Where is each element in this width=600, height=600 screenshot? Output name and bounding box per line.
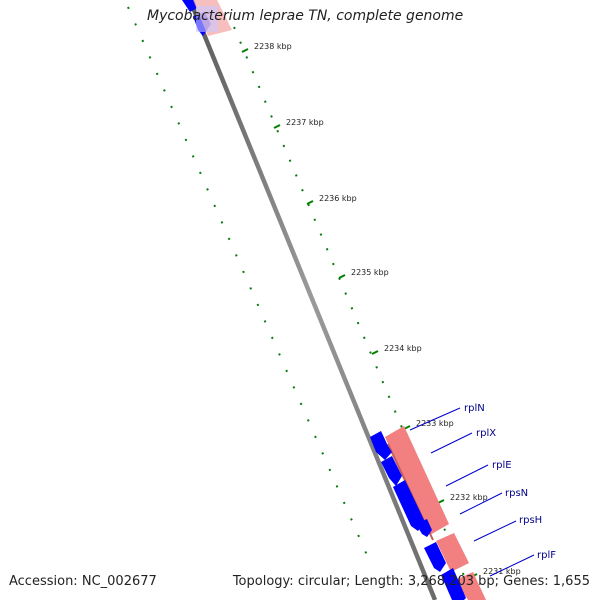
ruler-tick-label: 2231 kbp [483,567,521,576]
ruler-tick-label: 2233 kbp [416,419,454,428]
ruler-tick [338,274,346,279]
ruler-dotted-line [233,26,471,591]
ruler-tick-label: 2232 kbp [450,493,488,502]
genome-summary: Topology: circular; Length: 3,268,203 bp… [232,574,590,589]
gene-label: rplN [464,403,485,414]
ruler-tick [241,48,249,53]
gene-label: rplX [476,428,496,439]
length-value: 3,268,203 bp [407,574,495,589]
forward-gene-rplF [441,568,466,600]
genes-value: 1,655 [552,574,590,589]
ruler-tick-label: 2235 kbp [351,268,389,277]
gene-label-leader [409,407,461,431]
accession-label: Accession: [9,574,78,589]
ruler-tick [273,124,281,129]
forward-gene-track [370,431,466,600]
ruler-tick [371,350,379,355]
genes-label: Genes: [503,574,549,589]
gene-label-leader [459,492,503,515]
gene-label-leader [489,554,535,577]
reverse-gene-rpsH [436,533,469,572]
ruler-tick-label: 2237 kbp [286,118,324,127]
ruler-tick-label: 2238 kbp [254,42,292,51]
forward-gene-rpsN [416,519,432,537]
forward-gene-rplN [370,431,392,460]
outer-guide-line [127,6,371,563]
gene-label: rpsH [519,515,542,526]
map-title: Mycobacterium leprae TN, complete genome [147,8,464,24]
ruler-tick-label: 2234 kbp [384,344,422,353]
gene-label: rpsN [505,488,528,499]
length-label: Length: [354,574,404,589]
forward-gene-rplX [381,456,402,486]
topology-label: Topology: [232,574,294,589]
accession-value: NC_002677 [81,574,157,589]
ruler-ticks: 2238 kbp 2237 kbp 2236 kbp 2235 kbp 2234 kbp… [241,42,521,578]
forward-gene-rpsH [424,542,446,572]
top-forward-gene [182,0,197,12]
top-genes [182,0,232,36]
gene-label: rplF [537,550,556,561]
gene-label-leader [430,432,473,454]
ruler-tick-label: 2236 kbp [319,194,357,203]
gene-label-leader [445,464,489,487]
reverse-gene-rplN-rpsN [385,426,449,535]
topology-value: circular [297,574,346,589]
genome-backbone [187,0,438,600]
ruler-tick [306,200,314,205]
accession-info: Accession: NC_002677 [9,574,157,589]
gene-labels: rplN rplX rplE rpsN rpsH rplF [409,403,556,577]
reverse-gene-rplF [455,572,486,600]
gene-label: rplE [492,460,512,471]
forward-gene-rplE [393,480,425,531]
gene-label-leader [473,520,517,542]
top-highlight [196,6,218,32]
